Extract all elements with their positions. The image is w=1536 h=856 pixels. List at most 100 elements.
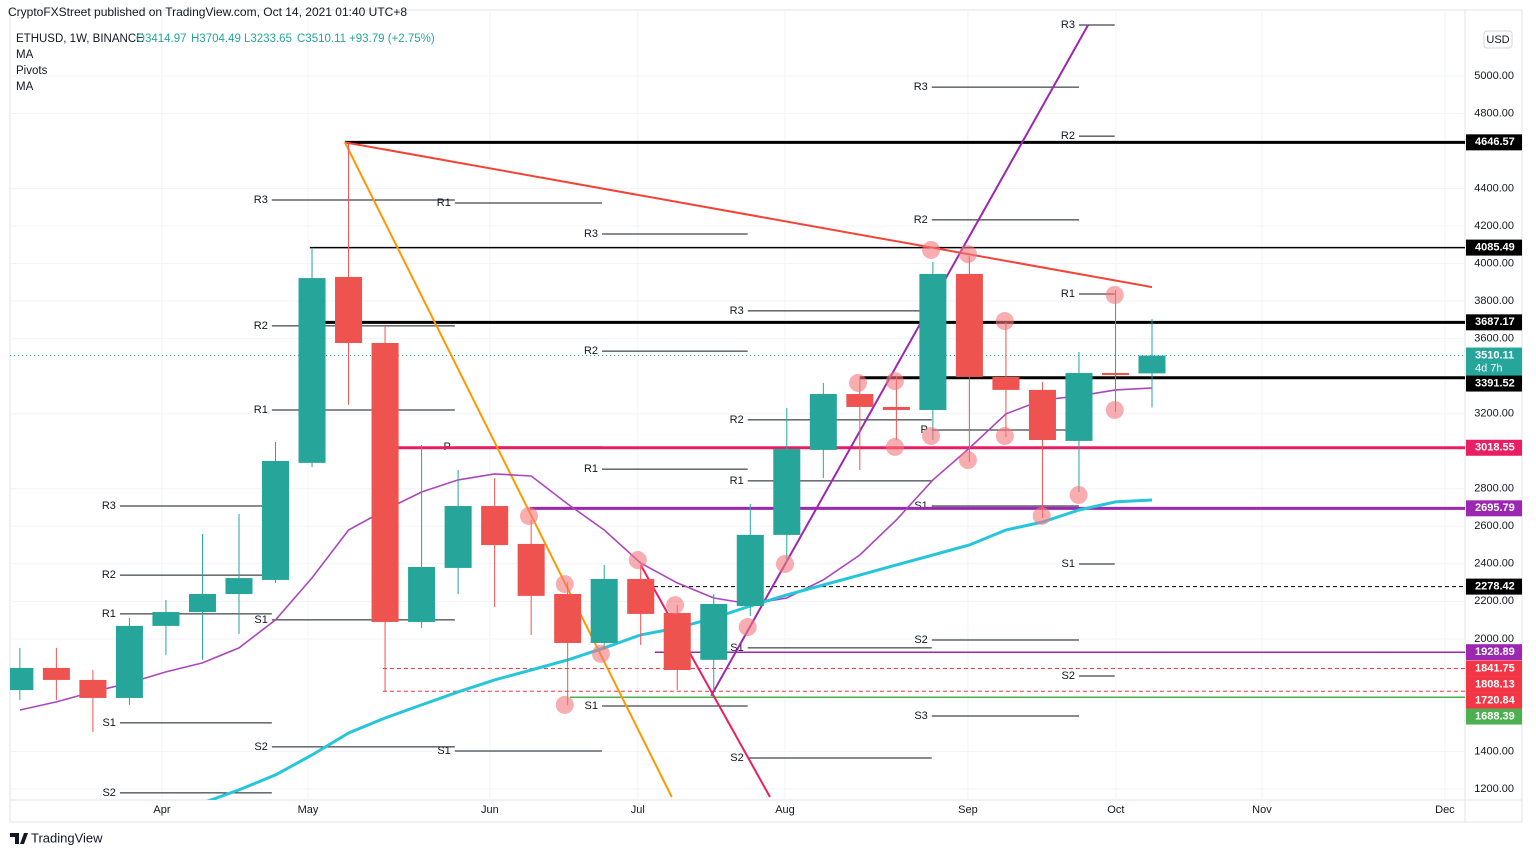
plot-area: R3 R2 R1 S1 S2 R3 R2 R1 S1 S2 R1 P S1 R3 R2 R1 S1 R3 R2 R1 S…	[10, 19, 1465, 800]
x-tick-label: Jul	[631, 804, 645, 816]
candle-body	[700, 603, 728, 660]
y-tick-label: 5000.00	[1474, 70, 1514, 82]
pivot-label: S2	[102, 787, 115, 799]
trend-line	[344, 141, 1153, 289]
price-label-box	[1466, 375, 1522, 392]
y-tick-label: 2800.00	[1474, 483, 1514, 495]
trend-line	[344, 141, 673, 798]
candle-body	[371, 342, 399, 622]
y-tick-label: 4400.00	[1474, 183, 1514, 195]
y-tick-label: 2000.00	[1474, 633, 1514, 645]
publish-header: CryptoFXStreet published on TradingView.…	[8, 5, 407, 19]
price-label-box	[1466, 708, 1522, 725]
x-tick-label: Sep	[958, 804, 978, 816]
pivot-label: S1	[585, 700, 598, 712]
pivot-label: R3	[254, 194, 268, 206]
x-tick-label: Aug	[775, 804, 795, 816]
price-label-box	[1466, 134, 1522, 151]
marker	[1032, 506, 1051, 525]
price-label: 1928.89	[1475, 646, 1515, 658]
frame	[9, 9, 1523, 823]
pivot-label: R3	[584, 228, 598, 240]
indicator-name: MA	[16, 81, 34, 93]
candle-body	[955, 273, 983, 377]
marker	[885, 372, 904, 391]
candle-body	[408, 566, 436, 622]
y-tick-label: 4800.00	[1474, 107, 1514, 119]
price-label: 3018.55	[1475, 442, 1515, 454]
y-tick-label: 2400.00	[1474, 558, 1514, 570]
candle-body	[261, 460, 290, 580]
candle-body	[481, 506, 509, 546]
candle-body	[188, 594, 216, 613]
pivot-label: R1	[102, 608, 116, 620]
x-tick-label: May	[298, 804, 319, 816]
price-label: 2278.42	[1475, 581, 1515, 593]
price-label: 1808.13	[1475, 678, 1515, 690]
pivot-label: S3	[914, 710, 927, 722]
legend-high: H3704.49	[191, 33, 241, 45]
pivot-label: S1	[102, 717, 115, 729]
candle-body	[335, 276, 363, 343]
y-tick-label: 4000.00	[1474, 258, 1514, 270]
x-tick-label: Nov	[1252, 804, 1272, 816]
candle-body	[1065, 373, 1093, 441]
legend-low: L3233.65	[244, 33, 292, 45]
price-label: 3391.52	[1475, 377, 1515, 389]
pivot-label: S1	[437, 745, 450, 757]
candle-body	[42, 667, 70, 680]
price-label: 1720.84	[1475, 694, 1516, 706]
pivot-label: S2	[730, 752, 743, 764]
price-label: 3687.17	[1475, 316, 1515, 328]
candle-body	[846, 394, 874, 407]
pivot-label: R2	[254, 320, 268, 332]
pivot-label: R1	[1061, 288, 1075, 300]
marker	[995, 427, 1014, 446]
price-label: 1841.75	[1475, 662, 1515, 674]
indicator-name: Pivots	[16, 65, 48, 77]
marker	[1069, 485, 1088, 504]
tradingview-logo	[10, 833, 28, 844]
price-label-box	[1466, 500, 1522, 517]
marker	[1105, 400, 1124, 419]
price-label-box	[1466, 578, 1522, 595]
price-label-box	[1466, 644, 1522, 661]
price-label: 2695.79	[1475, 502, 1515, 514]
marker	[1105, 285, 1124, 304]
trend-line	[639, 564, 771, 798]
price-label-box	[1466, 239, 1522, 256]
y-tick-label: 3200.00	[1474, 408, 1514, 420]
candle-body	[10, 667, 34, 691]
x-tick-label: Dec	[1435, 804, 1455, 816]
footer-brand: TradingView	[31, 830, 103, 845]
currency-button[interactable]	[1483, 30, 1513, 49]
marker	[995, 312, 1014, 331]
pivot-label: R2	[1061, 130, 1075, 142]
candle-body	[1138, 355, 1166, 374]
marker	[849, 373, 868, 392]
x-tick-label: Jun	[481, 804, 499, 816]
candle-body	[444, 506, 472, 568]
pivot-label: R1	[254, 404, 268, 416]
marker	[922, 240, 941, 259]
candle-body	[627, 579, 655, 614]
marker	[958, 451, 977, 470]
legend-open: O3414.97	[136, 33, 187, 45]
marker	[628, 551, 647, 570]
legend-change: +93.79 (+2.75%)	[349, 33, 435, 45]
price-label-box	[1466, 314, 1522, 331]
y-tick-label: 3800.00	[1474, 295, 1514, 307]
candle-body	[1028, 389, 1056, 440]
pivot-label: S2	[254, 741, 267, 753]
x-tick-label: Apr	[153, 804, 170, 816]
y-tick-label: 2200.00	[1474, 595, 1514, 607]
currency[interactable]: USD	[1486, 34, 1509, 46]
symbol: ETHUSD, 1W, BINANCE	[16, 33, 144, 45]
candle-body	[992, 376, 1020, 390]
pivot-label: R3	[914, 81, 928, 93]
marker	[555, 695, 574, 714]
y-tick-label: 4200.00	[1474, 220, 1514, 232]
